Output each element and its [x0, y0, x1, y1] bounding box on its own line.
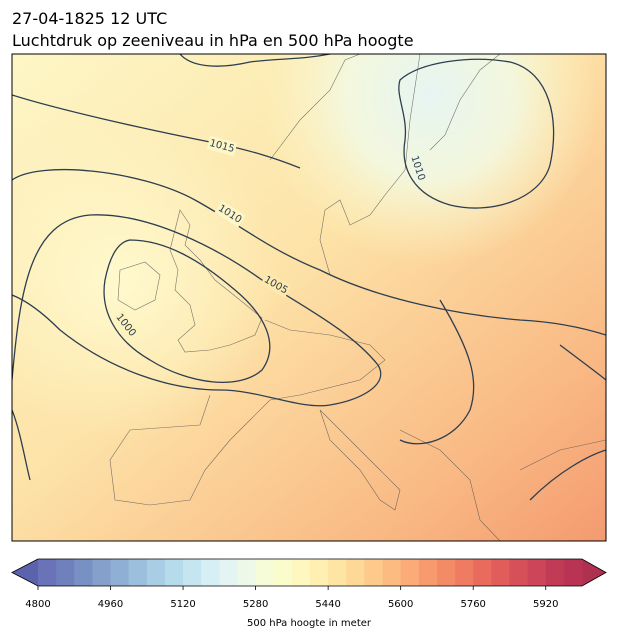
colorbar-tick-label: 5120: [170, 599, 195, 610]
colorbar-tick-label: 5760: [460, 599, 485, 610]
colorbar-band: [545, 559, 565, 586]
colorbar-band: [328, 559, 347, 586]
colorbar-tick-label: 4800: [25, 599, 50, 610]
colorbar-band: [382, 559, 402, 586]
map-frame: [11, 53, 607, 542]
colorbar-tick-label: 5920: [533, 599, 558, 610]
map-area: [12, 54, 606, 541]
colorbar-band: [310, 559, 329, 586]
colorbar-band: [110, 559, 130, 586]
title-line: Luchtdruk op zeeniveau in hPa en 500 hPa…: [12, 31, 414, 50]
colorbar-band: [473, 559, 492, 586]
colorbar-band: [455, 559, 474, 586]
colorbar-band: [364, 559, 384, 586]
colorbar-band: [509, 559, 529, 586]
colorbar-band: [164, 559, 184, 586]
colorbar: 4800 4960 5120 5280 5440 5600 5760 5920: [11, 558, 607, 610]
title-line: 27-04-1825 12 UTC: [12, 9, 167, 28]
colorbar-tick-label: 5440: [315, 599, 340, 610]
colorbar-band: [418, 559, 438, 586]
colorbar-band: [56, 559, 75, 586]
colorbar-band: [74, 559, 93, 586]
colorbar-band: [291, 559, 311, 586]
colorbar-band: [255, 559, 275, 586]
colorbar-band: [146, 559, 166, 586]
colorbar-band: [219, 559, 238, 586]
colorbar-band: [346, 559, 365, 586]
colorbar-outline: [11, 558, 607, 587]
colorbar-band: [563, 559, 583, 586]
colorbar-band: [92, 559, 112, 586]
colorbar-label: 500 hPa hoogte in meter: [247, 618, 372, 629]
colorbar-tick-label: 5600: [388, 599, 413, 610]
colorbar-band: [273, 559, 293, 586]
colorbar-tick-label: 5280: [243, 599, 268, 610]
colorbar-band: [201, 559, 220, 586]
colorbar-band: [38, 559, 57, 586]
colorbar-band: [400, 559, 420, 586]
colorbar-extension: [12, 559, 38, 586]
colorbar-band: [436, 559, 456, 586]
colorbar-band: [128, 559, 148, 586]
colorbar-tick-label: 4960: [98, 599, 123, 610]
colorbar-band: [183, 559, 202, 586]
colorbar-band: [491, 559, 510, 586]
colorbar-band: [237, 559, 257, 586]
colorbar-extension: [582, 559, 606, 586]
colorbar-band: [527, 559, 547, 586]
